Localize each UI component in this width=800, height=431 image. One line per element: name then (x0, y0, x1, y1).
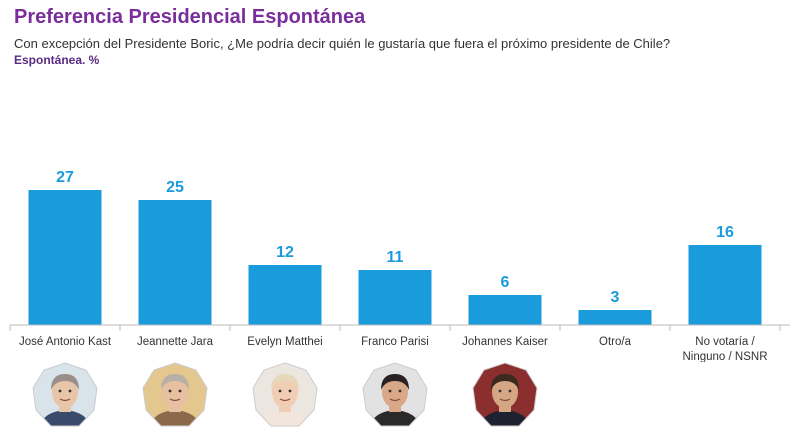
category-label: Franco Parisi (361, 336, 429, 348)
bar-value-label: 3 (611, 289, 620, 306)
bar (688, 245, 762, 325)
portrait-kast-icon (31, 362, 99, 430)
x-axis-ticks (9, 325, 781, 331)
category-labels: José Antonio Kast Jeannette Jara Evelyn Ma… (19, 336, 768, 362)
category-label: Johannes Kaiser (462, 336, 548, 348)
category-label: Otro/a (599, 336, 632, 348)
bar-value-label: 27 (56, 169, 74, 186)
category-label: José Antonio Kast (19, 336, 112, 348)
bar-chart: 27 25 12 11 6 3 16 José Antonio Kast Jeannette … (9, 169, 790, 362)
bar (28, 190, 102, 325)
bar (138, 200, 212, 325)
portrait-parisi-icon (361, 362, 429, 430)
bar (358, 270, 432, 325)
bar (248, 265, 322, 325)
category-label: Jeannette Jara (137, 336, 214, 348)
bar-value-label: 6 (501, 274, 510, 291)
bar-value-label: 11 (387, 249, 404, 266)
bar-value-label: 16 (716, 224, 734, 241)
category-label: No votaría / (695, 336, 755, 348)
category-label: Evelyn Matthei (247, 336, 322, 348)
portrait-jara-icon (141, 362, 209, 430)
portrait-kaiser-icon (471, 362, 539, 430)
value-labels: 27 25 12 11 6 3 16 (56, 169, 734, 306)
bar-value-label: 25 (166, 179, 184, 196)
bar-value-label: 12 (276, 244, 294, 261)
category-label: Ninguno / NSNR (682, 351, 767, 362)
chart-title: Preferencia Presidencial Espontánea (14, 6, 366, 28)
bar (578, 310, 652, 325)
portrait-matthei-icon (251, 362, 319, 430)
chart-unit-label: Espontánea. % (14, 53, 100, 67)
bar-group (28, 190, 762, 325)
bar (468, 295, 542, 325)
chart-subtitle: Con excepción del Presidente Boric, ¿Me … (14, 36, 671, 51)
